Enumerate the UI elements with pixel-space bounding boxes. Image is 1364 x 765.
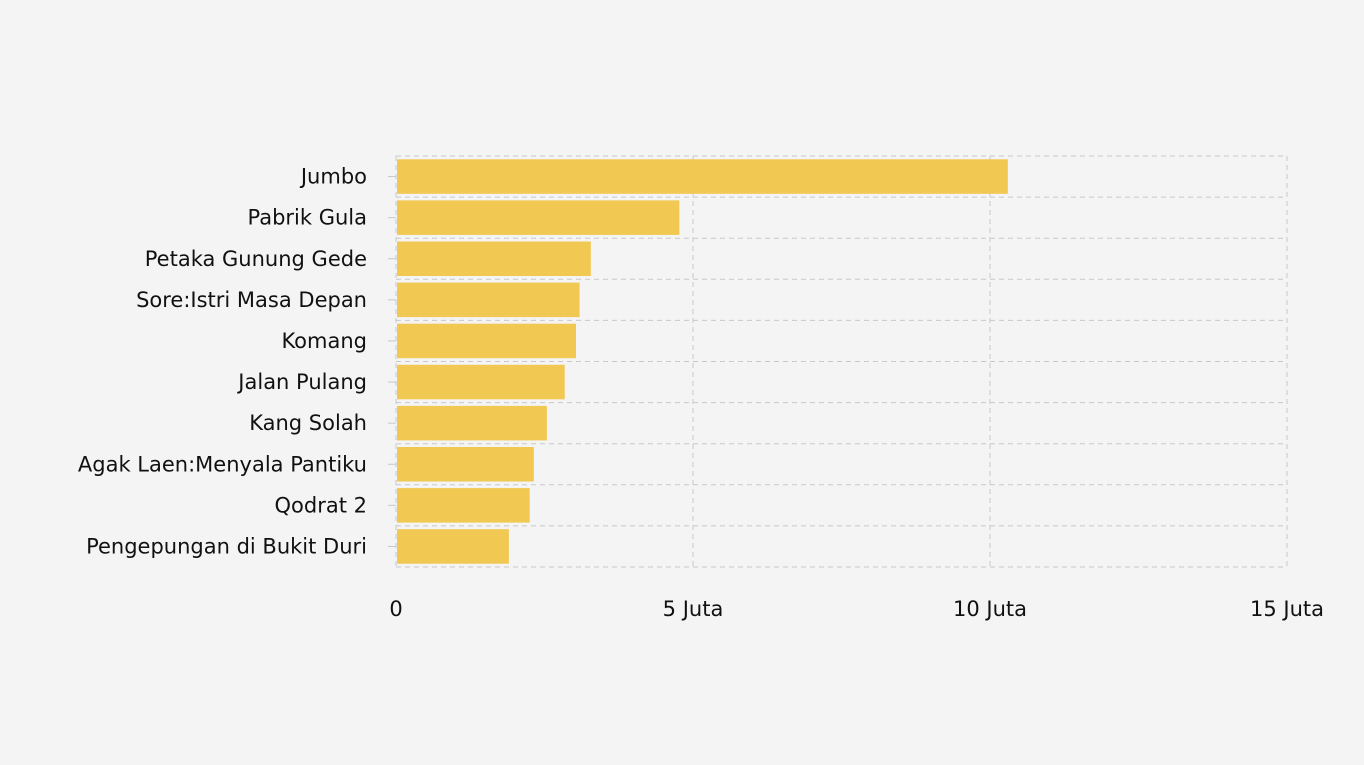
category-labels: Jumbo Pabrik Gula Petaka Gunung Gede Sore:I…: [78, 165, 396, 558]
bar: [397, 241, 591, 277]
bar: [397, 323, 576, 359]
bar: [397, 529, 509, 564]
bar: [397, 488, 530, 523]
bars: [397, 159, 1008, 564]
category-label: Pengepungan di Bukit Duri: [86, 534, 367, 558]
bar: [397, 282, 580, 318]
x-tick-label: 0: [389, 597, 402, 621]
grid-lines: [395, 155, 1288, 568]
bar: [397, 159, 1008, 194]
category-label: Agak Laen:Menyala Pantiku: [78, 452, 367, 476]
bar: [397, 405, 547, 441]
x-tick-label: 15 Juta: [1250, 597, 1324, 621]
x-tick-label: 10 Juta: [953, 597, 1027, 621]
x-tick-label: 5 Juta: [663, 597, 724, 621]
bar: [397, 200, 680, 235]
bar: [397, 364, 565, 400]
bar: [397, 446, 534, 482]
x-tick-labels: 0 5 Juta 10 Juta 15 Juta: [389, 597, 1324, 621]
category-label: Jumbo: [299, 165, 367, 189]
category-label: Sore:Istri Masa Depan: [136, 288, 367, 312]
category-label: Qodrat 2: [275, 493, 367, 517]
category-label: Jalan Pulang: [236, 370, 367, 394]
category-label: Petaka Gunung Gede: [145, 247, 367, 271]
category-label: Pabrik Gula: [247, 206, 367, 230]
category-label: Kang Solah: [249, 411, 367, 435]
category-label: Komang: [281, 329, 367, 353]
